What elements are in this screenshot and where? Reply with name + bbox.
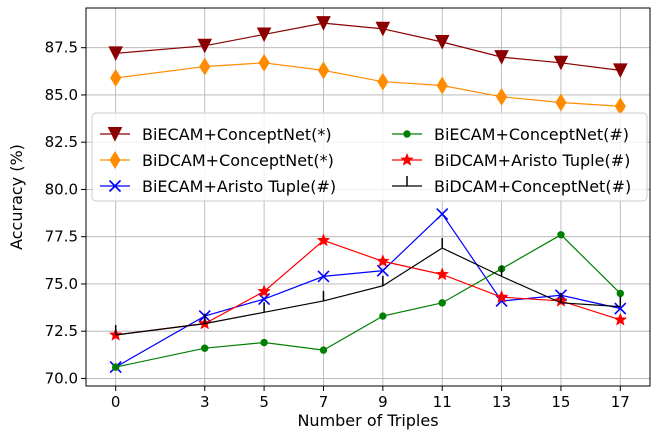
- y-tick-label: 82.5: [45, 133, 78, 151]
- legend-marker: [108, 179, 122, 193]
- data-point: [614, 97, 626, 116]
- data-point: [435, 267, 450, 281]
- data-point: [557, 231, 565, 239]
- data-point: [317, 61, 330, 80]
- data-point: [111, 363, 120, 371]
- y-tick-label: 70.0: [45, 369, 78, 387]
- data-point: [257, 284, 271, 298]
- x-tick-label: 3: [200, 393, 210, 411]
- legend-box: [91, 112, 648, 202]
- series-2: [110, 53, 626, 116]
- legend-label: BiECAM+Aristo Tuple(#): [142, 177, 336, 196]
- x-axis-label: Number of Triples: [297, 411, 438, 430]
- series-line: [115, 234, 621, 368]
- y-tick-label: 77.5: [45, 228, 78, 246]
- legend-label: BiDCAM+ConceptNet(#): [434, 177, 631, 196]
- x-tick-label: 0: [111, 393, 121, 411]
- data-point: [495, 87, 508, 106]
- legend-entry: BiDCAM+Aristo Tuple(#): [392, 151, 630, 170]
- legend-label: BiECAM+ConceptNet(#): [434, 125, 629, 144]
- data-point: [110, 68, 122, 87]
- x-tick-label: 11: [433, 393, 452, 411]
- legend-entry: BiECAM+ConceptNet(#): [392, 125, 629, 144]
- series-line: [115, 62, 621, 107]
- data-point: [317, 270, 330, 283]
- y-tick-label: 72.5: [45, 322, 78, 340]
- legend-label: BiECAM+ConceptNet(*): [142, 125, 332, 144]
- series-line: [115, 247, 621, 336]
- data-point: [319, 346, 328, 354]
- y-axis-label: Accuracy (%): [7, 144, 26, 250]
- data-point: [201, 344, 209, 352]
- y-tick-label: 80.0: [45, 180, 78, 198]
- data-point: [616, 289, 625, 298]
- legend-entry: BiDCAM+ConceptNet(*): [100, 151, 334, 170]
- series-layer: [108, 16, 628, 374]
- series-3: [109, 207, 627, 374]
- data-point: [197, 38, 213, 54]
- plot-frame: [85, 7, 651, 387]
- data-point: [379, 312, 387, 320]
- data-point: [376, 264, 389, 277]
- legend-entry: BiDCAM+ConceptNet(#): [392, 176, 631, 196]
- series-line: [115, 22, 621, 71]
- y-tick-label: 75.0: [45, 275, 78, 293]
- legend-label: BiDCAM+Aristo Tuple(#): [434, 151, 630, 170]
- data-point: [260, 338, 268, 347]
- x-tick-label: 5: [259, 393, 269, 411]
- series-1: [108, 16, 628, 78]
- legend-marker: [403, 130, 411, 138]
- legend-marker: [400, 152, 414, 166]
- series-4: [111, 231, 625, 371]
- data-point: [108, 46, 123, 61]
- data-point: [613, 312, 628, 326]
- data-point: [613, 63, 628, 78]
- data-point: [555, 93, 567, 112]
- data-point: [258, 53, 270, 72]
- legend-marker: [109, 151, 121, 169]
- y-tick-label: 87.5: [45, 39, 78, 57]
- data-point: [614, 302, 627, 315]
- x-tick-label: 17: [611, 393, 630, 411]
- x-tick-label: 13: [492, 393, 511, 411]
- x-tick-label: 15: [551, 393, 570, 411]
- data-point: [377, 72, 389, 91]
- data-point: [436, 207, 449, 221]
- series-6: [114, 238, 622, 336]
- data-point: [199, 57, 211, 76]
- data-point: [256, 27, 272, 43]
- legend-label: BiDCAM+ConceptNet(*): [142, 151, 334, 170]
- data-point: [316, 233, 331, 247]
- data-point: [494, 289, 509, 303]
- data-point: [316, 16, 331, 31]
- x-tick-label: 7: [319, 393, 329, 411]
- series-line: [115, 239, 621, 336]
- x-tick-label: 9: [378, 393, 388, 411]
- data-point: [434, 35, 450, 50]
- data-point: [376, 254, 390, 268]
- legend-marker: [107, 127, 123, 142]
- data-point: [438, 299, 446, 307]
- data-point: [436, 76, 448, 95]
- legend-entry: BiECAM+Aristo Tuple(#): [100, 177, 336, 196]
- legend-entry: BiECAM+ConceptNet(*): [100, 125, 332, 144]
- data-point: [553, 55, 569, 71]
- legend: BiECAM+ConceptNet(*) BiDCAM+ConceptNet(*)…: [91, 112, 648, 202]
- y-tick-label: 85.0: [45, 86, 78, 104]
- data-point: [494, 50, 509, 65]
- axis-ticks: 0 3 5 7 9 11 13 15 17 70.0 72.5 75.0 77.5 80.0 82.5 85.…: [45, 39, 630, 411]
- data-point: [375, 21, 391, 37]
